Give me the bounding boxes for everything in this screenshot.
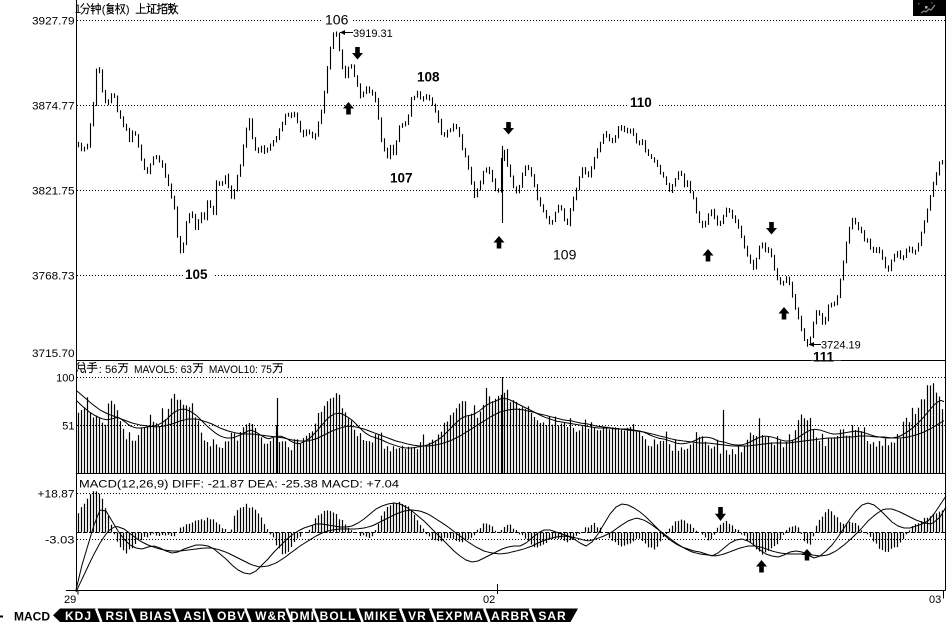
svg-text:29: 29 — [64, 594, 76, 606]
svg-text:03: 03 — [929, 594, 941, 606]
svg-text:109: 109 — [553, 247, 577, 263]
svg-text:+18.87: +18.87 — [38, 489, 75, 501]
svg-text:: 56: : 56 — [99, 364, 118, 376]
svg-text:108: 108 — [417, 70, 440, 85]
svg-text:-3.03: -3.03 — [45, 535, 75, 547]
svg-text:3919.31: 3919.31 — [353, 28, 393, 40]
svg-text:W&R: W&R — [255, 609, 287, 623]
svg-text:DMI: DMI — [290, 609, 315, 623]
svg-text:107: 107 — [390, 171, 413, 186]
svg-text:OBV: OBV — [217, 609, 246, 623]
svg-text:ARBR: ARBR — [491, 609, 530, 623]
svg-text:KDJ: KDJ — [65, 609, 92, 623]
svg-text:02: 02 — [483, 594, 495, 606]
svg-text:RSI: RSI — [105, 609, 128, 623]
svg-text:): ) — [126, 4, 130, 16]
svg-text:3715.70: 3715.70 — [32, 348, 75, 360]
svg-text:(: ( — [102, 4, 106, 16]
svg-text:ASI: ASI — [183, 609, 206, 623]
svg-text:BOLL: BOLL — [320, 609, 357, 623]
svg-text:MACD(12,26,9) DIFF: -21.87 DEA: MACD(12,26,9) DIFF: -21.87 DEA: -25.38 M… — [79, 479, 399, 491]
svg-text:106: 106 — [325, 12, 349, 28]
svg-text:3768.73: 3768.73 — [32, 271, 75, 283]
svg-text:51: 51 — [62, 421, 74, 433]
svg-text:MAVOL10: 75: MAVOL10: 75 — [209, 364, 272, 376]
svg-text:3927.79: 3927.79 — [32, 16, 75, 28]
svg-text:3874.77: 3874.77 — [32, 101, 75, 113]
svg-text:MAVOL5: 63: MAVOL5: 63 — [134, 364, 192, 376]
svg-text:SAR: SAR — [538, 609, 566, 623]
svg-text:100: 100 — [56, 373, 74, 385]
svg-text:VR: VR — [408, 609, 427, 623]
svg-text:111: 111 — [813, 350, 835, 365]
svg-text:3821.75: 3821.75 — [32, 186, 75, 198]
svg-text:1: 1 — [75, 4, 81, 16]
svg-text:MACD: MACD — [14, 610, 50, 624]
svg-text:BIAS: BIAS — [140, 609, 173, 623]
svg-text:105: 105 — [185, 267, 208, 282]
svg-text:MIKE: MIKE — [364, 609, 398, 623]
svg-text:EXPMA: EXPMA — [436, 609, 484, 623]
svg-text:110: 110 — [630, 95, 652, 110]
svg-text:3724.19: 3724.19 — [821, 340, 861, 352]
